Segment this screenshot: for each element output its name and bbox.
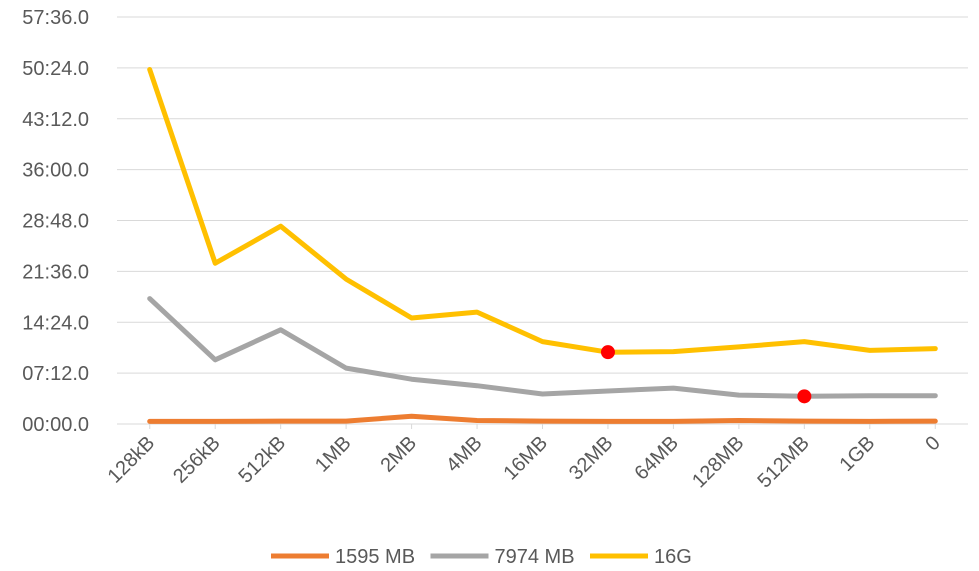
x-tick-label: 32MB: [565, 432, 618, 485]
highlight-point: [797, 389, 812, 404]
x-tick-label: 1GB: [835, 432, 879, 476]
x-tick-label: 1MB: [311, 432, 356, 477]
y-tick-label: 43:12.0: [22, 109, 89, 131]
y-tick-label: 00:00.0: [22, 414, 89, 436]
legend-label-1: 7974 MB: [495, 546, 575, 568]
y-axis-labels: 00:00.0 07:12.0 14:24.0 21:36.0 28:48.0 36:00…: [22, 7, 89, 436]
legend-label-2: 16G: [654, 546, 692, 568]
y-tick-label: 21:36.0: [22, 261, 89, 283]
y-tick-label: 50:24.0: [22, 58, 89, 80]
y-tick-label: 07:12.0: [22, 363, 89, 385]
y-tick-label: 14:24.0: [22, 312, 89, 334]
y-tick-label: 36:00.0: [22, 160, 89, 182]
x-tick-label: 0: [921, 432, 944, 455]
highlight-points: [600, 345, 812, 404]
x-tick-label: 256kB: [169, 432, 225, 488]
x-tick-label: 128MB: [688, 432, 748, 492]
x-tick-label: 2MB: [376, 432, 421, 477]
legend: 1595 MB 7974 MB 16G: [271, 546, 692, 568]
x-tick-label: 128kB: [104, 432, 160, 488]
y-tick-label: 57:36.0: [22, 7, 89, 29]
x-tick-label: 64MB: [630, 432, 683, 485]
x-tick-label: 4MB: [442, 432, 487, 477]
legend-label-0: 1595 MB: [335, 546, 415, 568]
series-line-1: [147, 296, 938, 399]
y-tick-label: 28:48.0: [22, 211, 89, 233]
x-tick-label: 512MB: [754, 432, 814, 492]
gridlines: [117, 16, 968, 429]
x-tick-label: 16MB: [500, 432, 553, 485]
highlight-point: [600, 345, 615, 360]
x-axis-labels: 128kB 256kB 512kB 1MB 2MB 4MB 16MB 32MB 64MB 128M…: [104, 432, 945, 492]
x-tick-label: 512kB: [235, 432, 291, 488]
series-line-2: [147, 67, 938, 355]
series-line-0: [147, 413, 938, 424]
series-lines: [147, 67, 938, 424]
